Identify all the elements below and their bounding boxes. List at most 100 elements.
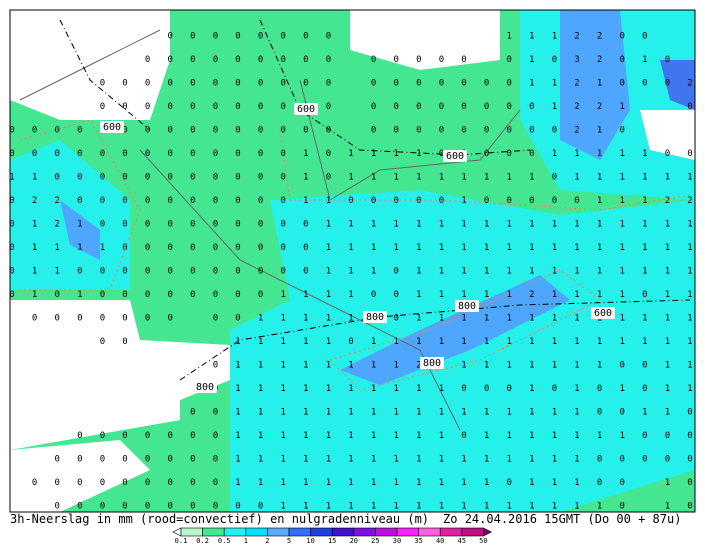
grid-value: 0 (167, 243, 172, 253)
contour-label-box (591, 307, 615, 319)
grid-value: 0 (371, 126, 376, 136)
grid-value: 1 (529, 337, 534, 347)
grid-value: 0 (145, 455, 150, 465)
grid-value: 0 (122, 196, 127, 206)
grid-value: 0 (326, 173, 331, 183)
grid-value: 1 (348, 173, 353, 183)
contour-label: 800 (196, 382, 214, 393)
grid-value: 0 (552, 196, 557, 206)
grid-value: 0 (190, 79, 195, 89)
grid-value: 1 (597, 79, 602, 89)
grid-value: 0 (54, 126, 59, 136)
grid-value: 0 (100, 79, 105, 89)
grid-value: 1 (416, 408, 421, 418)
contour-label-box (294, 103, 318, 115)
grid-value: 0 (687, 478, 692, 488)
grid-value: 0 (371, 102, 376, 112)
grid-value: 1 (506, 502, 511, 512)
grid-value: 0 (213, 102, 218, 112)
grid-value: 0 (303, 220, 308, 230)
colorbar-segment (223, 527, 247, 537)
field-2mm (560, 10, 630, 160)
grid-value: 1 (619, 431, 624, 441)
grid-value: 1 (371, 220, 376, 230)
grid-value: 1 (552, 243, 557, 253)
grid-value: 1 (280, 290, 285, 300)
grid-value: 0 (122, 478, 127, 488)
grid-value: 0 (145, 431, 150, 441)
grid-value: 0 (416, 55, 421, 65)
grid-value: 1 (529, 384, 534, 394)
grid-value: 0 (145, 267, 150, 277)
colorbar-segment (396, 527, 419, 537)
grid-value: 1 (461, 173, 466, 183)
grid-value: 1 (484, 290, 489, 300)
grid-value: 1 (665, 220, 670, 230)
grid-value: 1 (574, 361, 579, 371)
grid-value: 1 (552, 149, 557, 159)
grid-value: 1 (506, 361, 511, 371)
grid-value: 0 (506, 149, 511, 159)
grid-value: 0 (122, 102, 127, 112)
grid-value: 0 (665, 431, 670, 441)
no-precip (640, 110, 695, 160)
grid-value: 1 (574, 431, 579, 441)
grid-value: 0 (213, 173, 218, 183)
grid-value: 1 (642, 220, 647, 230)
grid-value: 1 (552, 408, 557, 418)
grid-value: 1 (642, 243, 647, 253)
grid-value: 1 (506, 267, 511, 277)
no-precip (350, 10, 500, 70)
colorbar-label: 0.1 (175, 537, 188, 545)
grid-value: 1 (529, 455, 534, 465)
grid-value: 0 (77, 196, 82, 206)
grid-value: 1 (439, 384, 444, 394)
grid-value: 1 (326, 267, 331, 277)
grid-value: 2 (54, 196, 59, 206)
grid-value: 1 (665, 243, 670, 253)
grid-value: 0 (642, 361, 647, 371)
colorbar-label: 40 (436, 537, 444, 545)
grid-value: 0 (529, 149, 534, 159)
grid-value: 0 (122, 290, 127, 300)
grid-value: 1 (326, 384, 331, 394)
grid-value: 0 (461, 79, 466, 89)
grid-value: 0 (235, 126, 240, 136)
grid-value: 0 (439, 196, 444, 206)
grid-value: 1 (574, 173, 579, 183)
grid-value: 1 (303, 455, 308, 465)
grid-value: 1 (371, 337, 376, 347)
colorbar-label: 25 (371, 537, 379, 545)
grid-value: 1 (439, 455, 444, 465)
grid-value: 1 (574, 220, 579, 230)
grid-value: 1 (461, 337, 466, 347)
grid-value: 1 (552, 431, 557, 441)
grid-value: 0 (32, 478, 37, 488)
grid-value: 0 (77, 126, 82, 136)
grid-value: 0 (122, 220, 127, 230)
grid-value: 1 (77, 290, 82, 300)
grid-value: 0 (506, 126, 511, 136)
grid-value: 0 (258, 243, 263, 253)
grid-value: 0 (552, 55, 557, 65)
grid-value: 0 (303, 243, 308, 253)
grid-value: 1 (439, 220, 444, 230)
grid-value: 1 (371, 384, 376, 394)
grid-value: 0 (235, 32, 240, 42)
grid-value: 1 (371, 243, 376, 253)
grid-value: 0 (77, 455, 82, 465)
grid-value: 1 (326, 314, 331, 324)
grid-value: 0 (642, 431, 647, 441)
grid-value: 0 (371, 196, 376, 206)
grid-value: 0 (167, 502, 172, 512)
grid-value: 0 (597, 408, 602, 418)
grid-value: 0 (213, 431, 218, 441)
grid-value: 1 (529, 220, 534, 230)
grid-value: 1 (619, 149, 624, 159)
grid-value: 0 (619, 32, 624, 42)
grid-value: 1 (326, 361, 331, 371)
grid-value: 1 (326, 478, 331, 488)
grid-value: 0 (9, 290, 14, 300)
grid-value: 2 (529, 290, 534, 300)
grid-value: 0 (258, 220, 263, 230)
